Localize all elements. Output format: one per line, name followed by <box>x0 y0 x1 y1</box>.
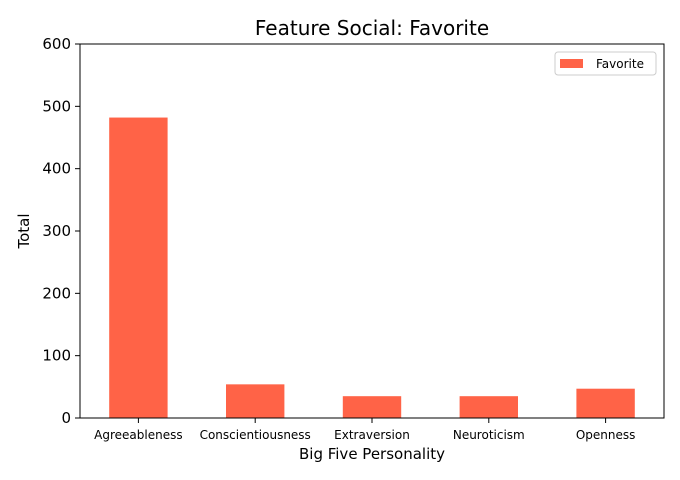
y-tick-label: 200 <box>42 284 71 302</box>
bar-agreeableness <box>109 117 168 418</box>
y-axis-label: Total <box>15 213 33 249</box>
y-tick-label: 0 <box>61 409 71 427</box>
bar-conscientiousness <box>226 384 285 418</box>
legend-box <box>554 51 657 76</box>
bar-openness <box>576 388 635 418</box>
x-tick-label: Conscientiousness <box>200 428 311 442</box>
x-tick-label: Openness <box>576 428 636 442</box>
y-tick-label: 400 <box>42 160 71 178</box>
x-tick-label: Agreeableness <box>94 428 182 442</box>
y-tick-label: 500 <box>42 97 71 115</box>
chart-title: Feature Social: Favorite <box>255 16 489 40</box>
plot-frame <box>79 43 665 419</box>
x-axis-label: Big Five Personality <box>299 445 445 463</box>
y-tick-label: 600 <box>42 35 71 53</box>
bar-neuroticism <box>459 396 518 418</box>
legend: Favorite <box>554 51 657 76</box>
legend-label: Favorite <box>596 57 644 71</box>
bar-extraversion <box>342 396 402 418</box>
y-tick-label: 300 <box>42 222 71 240</box>
x-tick-label: Neuroticism <box>453 428 525 442</box>
y-tick-label: 100 <box>42 347 71 365</box>
x-tick-label: Extraversion <box>334 428 410 442</box>
legend-swatch <box>560 59 583 68</box>
plot-area: 0 100 200 300 400 500 600 Agreeableness Conscien… <box>42 35 635 442</box>
